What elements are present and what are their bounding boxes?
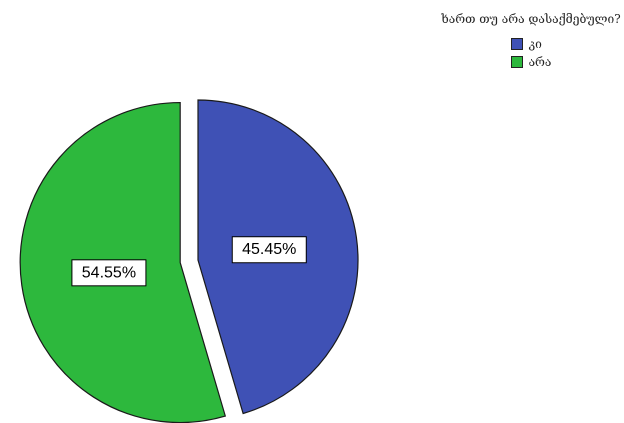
legend-item-yes: კი [510,36,552,52]
legend-label-yes: კი [528,37,542,51]
legend: ხართ თუ არა დასაქმებული? კი არა [440,10,622,72]
data-label-yes: 45.45% [231,236,307,264]
legend-swatch-yes [510,38,523,50]
svg-text:54.55%: 54.55% [82,264,136,281]
legend-label-no: არა [528,55,552,69]
svg-text:45.45%: 45.45% [242,241,296,258]
legend-item-no: არა [510,54,552,70]
legend-title: ხართ თუ არა დასაქმებული? [441,12,621,26]
data-label-no: 54.55% [71,259,147,287]
legend-swatch-no [510,56,523,68]
